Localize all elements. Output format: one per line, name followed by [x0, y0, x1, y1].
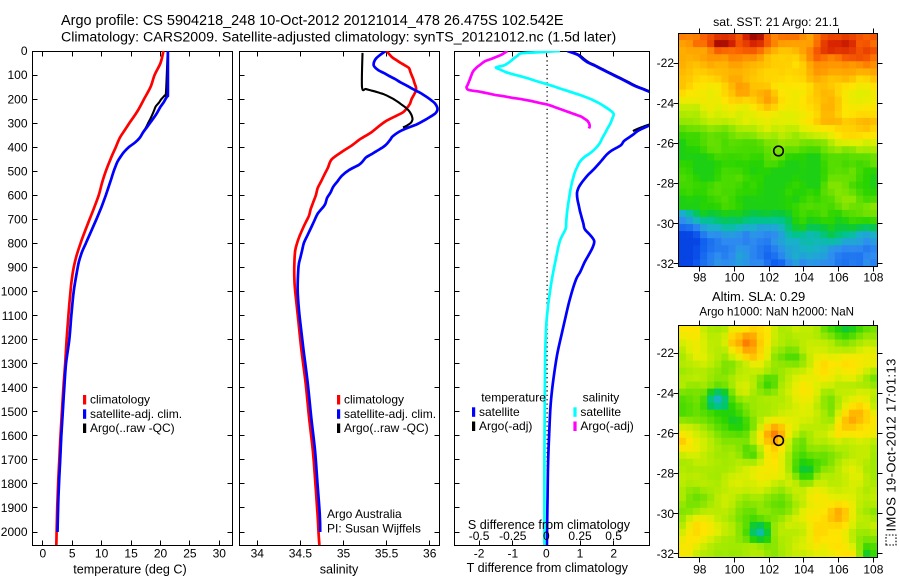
svg-text:900: 900 — [7, 261, 27, 275]
svg-text:salinity: salinity — [320, 563, 359, 577]
svg-text:1400: 1400 — [1, 381, 28, 395]
svg-text:0: 0 — [543, 529, 550, 543]
svg-text:1500: 1500 — [1, 405, 28, 419]
svg-text:100: 100 — [724, 563, 744, 577]
svg-text:20: 20 — [154, 547, 168, 561]
svg-text:-30: -30 — [657, 217, 675, 231]
svg-text:0: 0 — [21, 44, 28, 58]
svg-text:98: 98 — [693, 563, 707, 577]
svg-text:T difference from climatology: T difference from climatology — [467, 561, 629, 575]
svg-text:-32: -32 — [657, 547, 675, 561]
svg-text:106: 106 — [829, 270, 849, 284]
svg-text:0: 0 — [543, 547, 550, 561]
svg-text:100: 100 — [724, 270, 744, 284]
svg-text:-26: -26 — [657, 137, 675, 151]
svg-text:104: 104 — [794, 270, 814, 284]
svg-text:1: 1 — [577, 547, 584, 561]
svg-text:-0.5: -0.5 — [469, 529, 490, 543]
svg-text:1600: 1600 — [1, 429, 28, 443]
svg-text:-28: -28 — [657, 467, 675, 481]
svg-text:satellite: satellite — [479, 405, 520, 419]
svg-text:200: 200 — [7, 92, 27, 106]
svg-text:10: 10 — [95, 547, 109, 561]
svg-text:102: 102 — [759, 270, 779, 284]
svg-text:Altim. SLA: 0.29: Altim. SLA: 0.29 — [712, 289, 805, 304]
svg-text:500: 500 — [7, 164, 27, 178]
svg-text:Argo h1000: NaN h2000: NaN: Argo h1000: NaN h2000: NaN — [699, 306, 854, 319]
svg-text:sat. SST: 21 Argo: 21.1: sat. SST: 21 Argo: 21.1 — [713, 15, 839, 29]
svg-text:-28: -28 — [657, 177, 675, 191]
svg-text:5: 5 — [69, 547, 76, 561]
svg-text:satellite-adj. clim.: satellite-adj. clim. — [90, 407, 182, 421]
svg-text:-24: -24 — [657, 386, 675, 400]
svg-text:Argo Australia: Argo Australia — [327, 507, 402, 521]
svg-text:600: 600 — [7, 189, 27, 203]
svg-text:IMOS 19-Oct-2012 17:01:13: IMOS 19-Oct-2012 17:01:13 — [884, 358, 899, 531]
svg-text:-22: -22 — [657, 56, 675, 70]
svg-text:106: 106 — [829, 563, 849, 577]
svg-text:-22: -22 — [657, 346, 675, 360]
svg-text:1900: 1900 — [1, 501, 28, 515]
svg-text:-0.25: -0.25 — [499, 529, 527, 543]
svg-text:15: 15 — [124, 547, 138, 561]
svg-text:satellite: satellite — [580, 405, 621, 419]
svg-text:34.5: 34.5 — [289, 547, 313, 561]
svg-text:2000: 2000 — [1, 525, 28, 539]
svg-text:climatology: climatology — [344, 393, 404, 407]
svg-text:climatology: climatology — [90, 393, 150, 407]
svg-text:36: 36 — [423, 547, 437, 561]
svg-text:Argo(..raw -QC): Argo(..raw -QC) — [344, 421, 429, 435]
svg-text:700: 700 — [7, 213, 27, 227]
svg-text:34: 34 — [251, 547, 265, 561]
svg-text:30: 30 — [213, 547, 227, 561]
svg-text:35.5: 35.5 — [375, 547, 399, 561]
svg-text:-30: -30 — [657, 507, 675, 521]
svg-text:-26: -26 — [657, 427, 675, 441]
svg-text:1800: 1800 — [1, 477, 28, 491]
svg-text:temperature: temperature — [481, 391, 546, 405]
svg-text:-32: -32 — [657, 257, 675, 271]
svg-text:102: 102 — [759, 563, 779, 577]
svg-text:PI: Susan Wijffels: PI: Susan Wijffels — [327, 522, 421, 536]
svg-text:-24: -24 — [657, 96, 675, 110]
svg-text:Argo(..raw -QC): Argo(..raw -QC) — [90, 421, 175, 435]
svg-text:-2: -2 — [474, 547, 485, 561]
svg-text:2: 2 — [610, 547, 617, 561]
svg-text:Climatology: CARS2009. Satelli: Climatology: CARS2009. Satellite-adjuste… — [61, 30, 616, 46]
svg-text:25: 25 — [183, 547, 197, 561]
svg-text:0.5: 0.5 — [605, 529, 622, 543]
svg-text:1200: 1200 — [1, 333, 28, 347]
svg-text:98: 98 — [693, 270, 707, 284]
svg-text:108: 108 — [863, 270, 883, 284]
svg-text:temperature (deg C): temperature (deg C) — [73, 563, 186, 577]
svg-text:S difference from climatology: S difference from climatology — [468, 518, 631, 532]
svg-text:0: 0 — [39, 547, 46, 561]
svg-text:Argo profile: CS 5904218_248 1: Argo profile: CS 5904218_248 10-Oct-2012… — [61, 13, 564, 29]
svg-text:35: 35 — [337, 547, 351, 561]
svg-text:-1: -1 — [507, 547, 518, 561]
svg-text:1700: 1700 — [1, 453, 28, 467]
svg-text:1000: 1000 — [1, 285, 28, 299]
svg-text:0.25: 0.25 — [568, 529, 592, 543]
svg-text:Argo(-adj): Argo(-adj) — [479, 419, 532, 433]
svg-text:400: 400 — [7, 140, 27, 154]
svg-text:1300: 1300 — [1, 357, 28, 371]
svg-text:1100: 1100 — [2, 309, 28, 323]
svg-text:800: 800 — [7, 237, 27, 251]
svg-text:108: 108 — [863, 563, 883, 577]
svg-text:salinity: salinity — [583, 391, 620, 405]
svg-text:300: 300 — [7, 116, 27, 130]
svg-text:100: 100 — [7, 68, 27, 82]
svg-text:Argo(-adj): Argo(-adj) — [580, 419, 633, 433]
svg-text:satellite-adj. clim.: satellite-adj. clim. — [344, 407, 436, 421]
svg-text:104: 104 — [794, 563, 814, 577]
